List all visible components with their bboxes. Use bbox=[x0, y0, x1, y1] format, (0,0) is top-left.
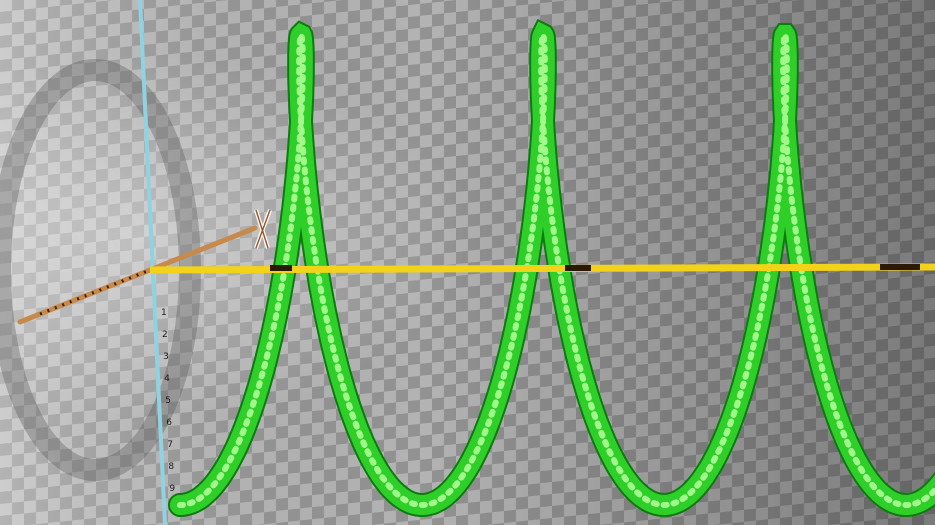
x-axis-marker bbox=[254, 209, 272, 249]
vertical-axis-tick-label: 4 bbox=[164, 374, 170, 384]
vertical-axis-tick-label: 7 bbox=[167, 440, 173, 450]
horizontal-axis-dashes bbox=[270, 264, 920, 271]
vertical-axis-tick-label: 5 bbox=[165, 396, 171, 406]
vertical-axis bbox=[138, 0, 167, 525]
vertical-axis-ticks: 1 2 3 4 5 6 7 8 9 bbox=[161, 308, 175, 494]
vertical-axis-tick-label: 9 bbox=[169, 484, 175, 494]
vertical-axis-tick-label: 2 bbox=[162, 330, 168, 340]
vertical-axis-tick-label: 3 bbox=[163, 352, 169, 362]
vertical-axis-tick-label: 1 bbox=[161, 308, 167, 318]
vertical-axis-tick-label: 8 bbox=[168, 462, 174, 472]
horizontal-axis bbox=[149, 263, 935, 274]
vertical-axis-tick-label: 6 bbox=[166, 418, 172, 428]
